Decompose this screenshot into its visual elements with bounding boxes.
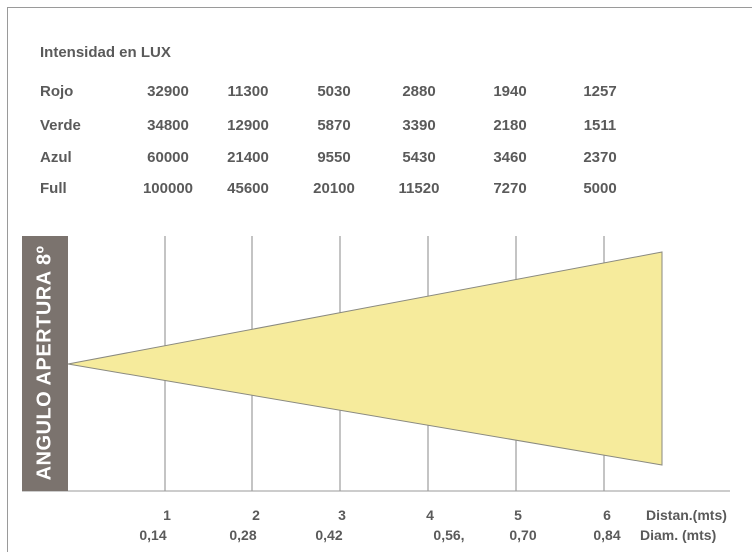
lux-cell: 7270 <box>493 180 527 197</box>
lux-cell: 1940 <box>493 83 527 100</box>
lux-cell: 11520 <box>398 180 440 197</box>
distance-tick-label: 2 <box>252 507 260 523</box>
lux-row-label: Rojo <box>40 83 74 100</box>
lux-row-label: Azul <box>40 149 72 166</box>
lux-cell: 3390 <box>402 117 436 134</box>
diameter-tick-label: 0,14 <box>139 527 167 543</box>
diameter-tick-label: 0,42 <box>315 527 343 543</box>
distance-tick-label: 5 <box>514 507 522 523</box>
lux-cell: 2880 <box>402 83 436 100</box>
angle-label-band <box>22 236 68 491</box>
lux-cell: 5870 <box>317 117 351 134</box>
lux-table-title: Intensidad en LUX <box>40 44 171 61</box>
lux-cell: 100000 <box>142 180 194 197</box>
lux-cell: 5430 <box>402 149 436 166</box>
lux-cell: 3460 <box>493 149 527 166</box>
lux-cell: 5000 <box>583 180 617 197</box>
light-beam-cone <box>67 251 663 466</box>
lux-cell: 12900 <box>227 117 269 134</box>
lux-cell: 60000 <box>147 149 189 166</box>
lux-row-label: Verde <box>40 117 81 134</box>
distance-tick-label: 1 <box>163 507 171 523</box>
lux-cell: 5030 <box>317 83 351 100</box>
diameter-tick-label: 0,28 <box>229 527 257 543</box>
angle-label: ANGULO APERTURA 8º <box>33 245 56 481</box>
diameter-tick-label: 0,56, <box>433 527 465 543</box>
outer-frame <box>7 7 752 552</box>
lux-cell: 21400 <box>227 149 269 166</box>
lux-row-label: Full <box>40 180 67 197</box>
distance-tick-label: 3 <box>338 507 346 523</box>
diameter-tick-label: 0,70 <box>509 527 537 543</box>
lux-cell: 11300 <box>227 83 269 100</box>
lux-cell: 1511 <box>583 117 617 134</box>
lux-cell: 34800 <box>147 117 189 134</box>
diameter-axis-title: Diam. (mts) <box>640 527 717 543</box>
diameter-tick-label: 0,84 <box>593 527 621 543</box>
distance-tick-label: 4 <box>426 507 434 523</box>
distance-tick-label: 6 <box>603 507 611 523</box>
distance-axis-title: Distan.(mts) <box>646 507 727 523</box>
lux-cell: 45600 <box>227 180 269 197</box>
lux-cell: 32900 <box>147 83 189 100</box>
lux-cell: 2370 <box>583 149 617 166</box>
lux-cell: 2180 <box>493 117 527 134</box>
lux-cell: 9550 <box>317 149 351 166</box>
lux-cell: 1257 <box>583 83 617 100</box>
lux-cell: 20100 <box>313 180 355 197</box>
